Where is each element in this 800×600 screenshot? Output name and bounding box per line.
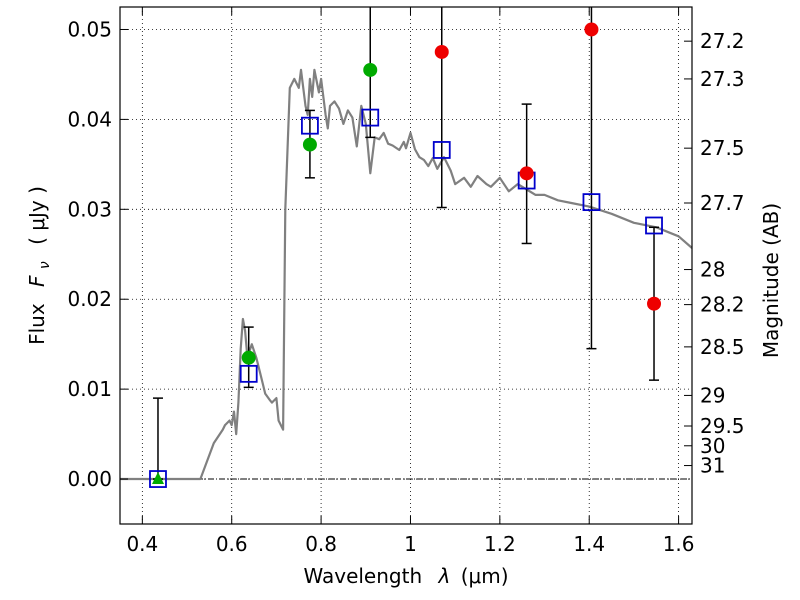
x-axis-label-prefix: Wavelength [303,564,422,588]
nondetection-point [584,22,599,37]
model-flux-square [582,193,601,212]
model-flux-square [645,216,663,235]
y2-tick-label: 29.5 [700,414,745,438]
y-tick-label: 0.03 [67,197,112,221]
error-bars [152,7,660,480]
y2-tick-label: 28.5 [700,335,745,359]
y-tick-label: 0.00 [67,467,112,491]
y-axis-label-unit: ( μJy ) [25,186,49,245]
y2-tick-label: 30 [700,434,725,458]
x-tick-label: 1.6 [663,532,695,556]
model-sed-series [120,68,692,481]
model-flux-square [301,116,319,135]
upper-limit-triangle [151,472,164,485]
x-tick-label: 1.2 [484,532,516,556]
model-flux-square [239,364,258,383]
detection-point [302,137,317,152]
photometry-markers [149,22,663,488]
y2-tick-label: 27.2 [700,29,745,53]
axis-ticks: 0.4 0.6 0.8 1 1.2 1.4 1.6 0.00 0.01 0.02 0.03 0.04 0… [67,7,745,556]
y-axis-label: Flux F ν ( μJy ) [25,186,54,345]
y-tick-label: 0.04 [67,107,112,131]
y2-tick-label: 31 [700,454,725,478]
detection-point [241,350,256,365]
x-axis-label-unit: (μm) [461,564,509,588]
y2-tick-label: 27.3 [700,67,745,91]
model-flux-square [149,470,167,488]
y2-tick-label: 28 [700,258,725,282]
plot-frame [119,6,693,525]
y2-tick-label: 29 [700,383,725,407]
x-tick-label: 1 [404,532,417,556]
model-flux-square [361,108,380,127]
y-tick-label: 0.05 [67,17,112,41]
x-axis-label: Wavelength λ (μm) [303,564,508,588]
secondary-y-axis-label: Magnitude (AB) [759,203,783,358]
x-axis-label-symbol: λ [438,564,451,588]
y2-tick-label: 27.5 [700,136,745,160]
nondetection-point [519,166,534,181]
x-tick-label: 0.4 [126,532,158,556]
model-flux-square [432,141,451,159]
y-tick-label: 0.02 [67,287,112,311]
nondetection-point [434,44,449,59]
model-sed-line [120,68,692,481]
x-tick-label: 0.6 [216,532,248,556]
y2-tick-label: 28.2 [700,293,745,317]
x-tick-label: 1.4 [573,532,605,556]
plot-border [119,6,693,525]
y-tick-label: 0.01 [67,377,112,401]
y-axis-label-symbol: F [25,275,49,287]
nondetection-point [647,296,662,311]
grid [120,7,692,524]
y-axis-label-sub: ν [37,261,53,269]
y2-tick-label: 27.7 [700,191,745,215]
detection-point [363,62,378,77]
x-tick-label: 0.8 [305,532,337,556]
y-axis-label-prefix: Flux [25,303,49,345]
